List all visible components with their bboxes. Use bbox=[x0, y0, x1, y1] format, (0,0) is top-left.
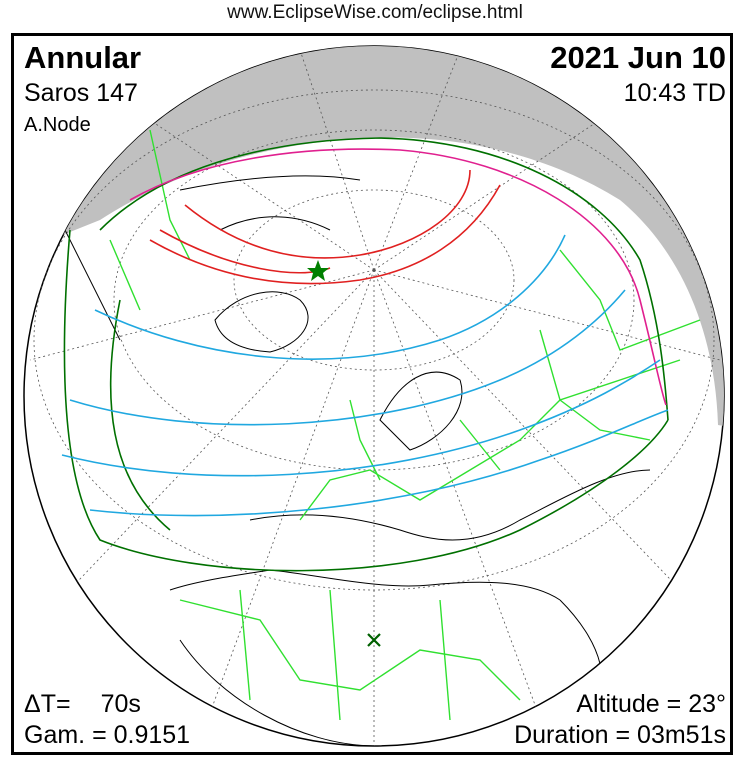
country-borders bbox=[109, 129, 701, 721]
delta-t: ΔT= 70s bbox=[24, 690, 141, 719]
altitude: Altitude = 23° bbox=[576, 690, 726, 718]
penumbral-limits bbox=[63, 137, 669, 572]
map-frame bbox=[11, 33, 733, 755]
source-url: www.EclipseWise.com/eclipse.html bbox=[227, 2, 523, 23]
eclipse-time: 10:43 TD bbox=[623, 79, 726, 107]
saros: Saros 147 bbox=[24, 79, 138, 107]
graticule bbox=[29, 49, 721, 746]
night-region bbox=[24, 46, 724, 430]
node: A.Node bbox=[24, 114, 91, 136]
eclipse-date: 2021 Jun 10 bbox=[550, 40, 726, 75]
gamma: Gam. = 0.9151 bbox=[24, 721, 191, 749]
greatest-eclipse-star-icon bbox=[307, 260, 329, 281]
sub-solar-x-icon bbox=[367, 633, 381, 647]
eclipse-type: Annular bbox=[24, 40, 142, 75]
magnitude-lines bbox=[61, 234, 669, 517]
rise-set-curve bbox=[129, 148, 667, 406]
delta-t-value: 70s bbox=[100, 690, 141, 718]
delta-t-label: ΔT= bbox=[24, 690, 71, 718]
duration: Duration = 03m51s bbox=[514, 721, 726, 749]
coastlines bbox=[59, 175, 651, 746]
